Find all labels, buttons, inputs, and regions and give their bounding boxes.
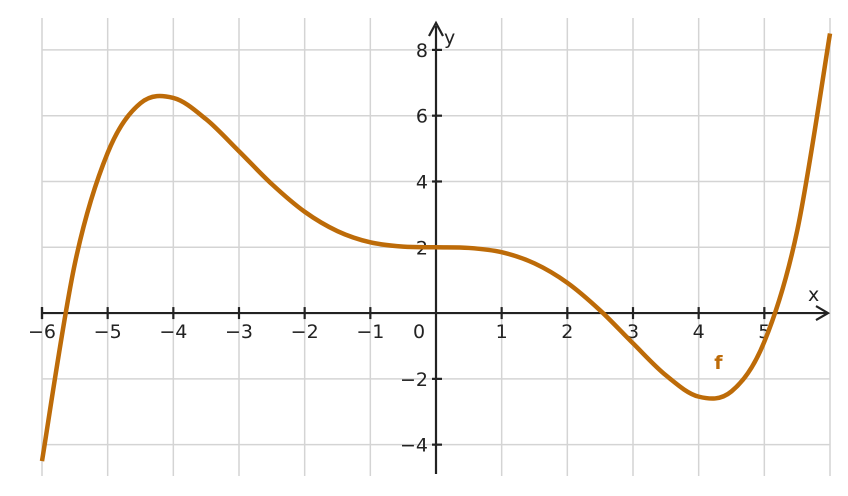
x-tick-label: −1 xyxy=(356,321,384,343)
y-tick-label: −4 xyxy=(400,435,428,457)
x-tick-label: −6 xyxy=(28,321,56,343)
axes xyxy=(40,20,831,474)
x-tick-label: 2 xyxy=(561,321,573,343)
y-tick-label: 4 xyxy=(416,171,428,193)
y-tick-label: −2 xyxy=(400,369,428,391)
x-axis-arrow xyxy=(815,305,831,322)
x-tick-label: −3 xyxy=(225,321,253,343)
y-tick-label: 8 xyxy=(416,40,428,62)
x-tick-label: −2 xyxy=(291,321,319,343)
x-tick-label: −4 xyxy=(159,321,187,343)
curve xyxy=(39,33,833,462)
x-tick-label: 4 xyxy=(693,321,705,343)
x-tick-label: 1 xyxy=(496,321,508,343)
curve-label: f xyxy=(714,352,723,374)
x-tick-label: 0 xyxy=(413,321,425,343)
y-axis-label: y xyxy=(444,27,455,49)
y-tick-label: 6 xyxy=(416,106,428,128)
y-axis-arrow xyxy=(428,20,444,37)
x-tick-label: −5 xyxy=(94,321,122,343)
x-axis-label: x xyxy=(808,284,819,306)
